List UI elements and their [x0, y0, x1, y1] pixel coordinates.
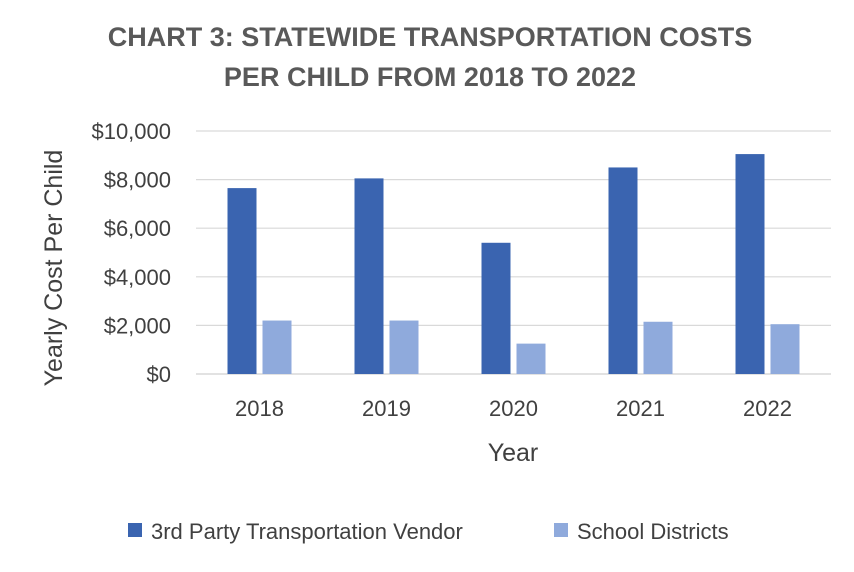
x-axis-tick-labels: 2018 2019 2020 2021 2022: [235, 396, 792, 421]
x-tick-label: 2018: [235, 396, 284, 421]
chart-title-line-2: PER CHILD FROM 2018 TO 2022: [224, 62, 636, 92]
bars: [227, 154, 800, 374]
legend: 3rd Party Transportation Vendor School D…: [128, 519, 729, 544]
y-tick-label: $4,000: [104, 265, 171, 290]
bar-vendor-2018: [227, 188, 257, 374]
bar-vendor-2020: [481, 242, 511, 374]
legend-swatch-vendor: [128, 523, 142, 537]
legend-label-school-districts: School Districts: [577, 519, 729, 544]
bar-school-districts-2018: [262, 320, 292, 374]
chart-title-line-1: CHART 3: STATEWIDE TRANSPORTATION COSTS: [108, 22, 752, 52]
x-tick-label: 2019: [362, 396, 411, 421]
bar-school-districts-2020: [516, 343, 546, 374]
y-tick-label: $8,000: [104, 168, 171, 193]
bar-school-districts-2019: [389, 320, 419, 374]
bar-vendor-2021: [608, 167, 638, 374]
bar-school-districts-2021: [643, 321, 673, 374]
gridlines: [196, 130, 831, 375]
y-tick-label: $6,000: [104, 216, 171, 241]
y-axis-tick-labels: $0 $2,000 $4,000 $6,000 $8,000 $10,000: [91, 119, 171, 387]
x-tick-label: 2022: [743, 396, 792, 421]
x-tick-label: 2020: [489, 396, 538, 421]
y-tick-label: $10,000: [91, 119, 171, 144]
y-axis-title: Yearly Cost Per Child: [40, 150, 68, 387]
x-axis-title: Year: [488, 439, 539, 467]
x-tick-label: 2021: [616, 396, 665, 421]
legend-label-vendor: 3rd Party Transportation Vendor: [151, 519, 463, 544]
legend-swatch-school-districts: [554, 523, 568, 537]
y-tick-label: $0: [147, 362, 171, 387]
y-tick-label: $2,000: [104, 313, 171, 338]
bar-school-districts-2022: [770, 324, 800, 374]
bar-vendor-2022: [735, 154, 765, 374]
bar-vendor-2019: [354, 178, 384, 374]
